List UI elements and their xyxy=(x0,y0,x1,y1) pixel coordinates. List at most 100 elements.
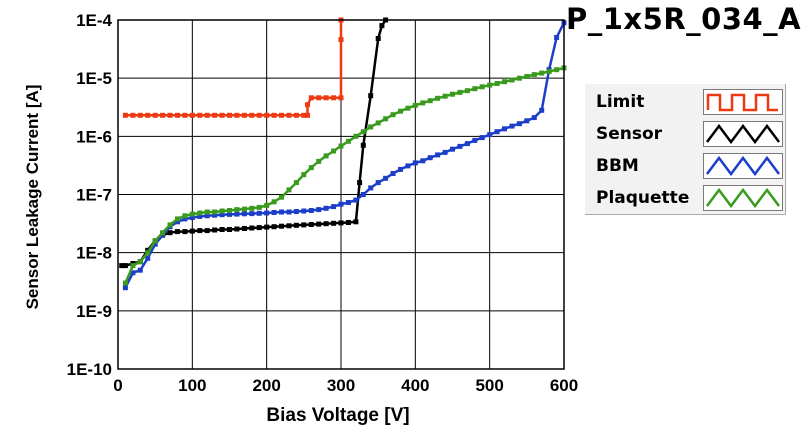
data-point-bbm xyxy=(197,213,203,219)
data-point-bbm xyxy=(383,175,389,181)
data-point-plaquette xyxy=(487,82,493,88)
data-point-plaquette xyxy=(353,133,359,139)
data-point-bbm xyxy=(130,270,136,276)
data-point-plaquette xyxy=(256,204,262,210)
plot-frame xyxy=(117,19,565,370)
data-point-limit xyxy=(241,112,247,118)
data-point-plaquette xyxy=(152,238,158,244)
data-point-sensor xyxy=(197,228,203,234)
x-tick-label: 400 xyxy=(401,376,429,395)
data-point-plaquette xyxy=(539,70,545,76)
data-point-plaquette xyxy=(509,77,515,83)
series-plaquette xyxy=(122,65,567,286)
data-point-plaquette xyxy=(554,67,560,73)
data-point-limit xyxy=(204,112,210,118)
data-point-plaquette xyxy=(479,84,485,90)
data-point-bbm xyxy=(137,267,143,273)
data-point-limit xyxy=(305,102,310,108)
data-point-limit xyxy=(249,112,255,118)
data-point-bbm xyxy=(308,208,314,213)
data-point-plaquette xyxy=(345,138,351,144)
data-point-plaquette xyxy=(212,209,218,215)
data-point-bbm xyxy=(442,149,448,155)
y-tick-labels: 1E-10 1E-9 1E-8 1E-7 1E-6 1E-5 1E-4 xyxy=(67,11,113,379)
series-limit xyxy=(122,17,344,118)
data-point-limit xyxy=(175,112,180,118)
series-bbm xyxy=(122,20,567,291)
data-point-sensor xyxy=(249,225,255,231)
data-point-plaquette xyxy=(204,209,210,215)
data-point-plaquette xyxy=(197,210,203,216)
x-tick-label: 100 xyxy=(178,376,206,395)
data-point-bbm xyxy=(368,185,374,191)
data-point-limit xyxy=(137,112,143,118)
data-point-plaquette xyxy=(241,206,247,212)
data-point-limit xyxy=(286,112,292,118)
data-point-plaquette xyxy=(316,158,322,164)
data-point-plaquette xyxy=(375,120,381,126)
data-point-limit xyxy=(197,112,203,118)
data-point-sensor xyxy=(357,180,363,186)
data-point-plaquette xyxy=(502,79,507,85)
data-point-bbm xyxy=(219,212,225,218)
data-point-bbm xyxy=(479,135,485,141)
data-point-plaquette xyxy=(308,165,314,171)
data-point-plaquette xyxy=(546,69,552,74)
data-point-limit xyxy=(271,112,277,118)
x-tick-label: 300 xyxy=(327,376,355,395)
x-tick-label: 200 xyxy=(252,376,280,395)
data-point-bbm xyxy=(398,166,403,172)
data-point-limit xyxy=(338,37,344,43)
legend-item-plaquette: Plaquette xyxy=(585,183,785,213)
data-point-plaquette xyxy=(398,108,403,114)
data-point-plaquette xyxy=(219,208,225,214)
data-point-plaquette xyxy=(122,280,128,286)
x-axis-label: Bias Voltage [V] xyxy=(266,405,409,426)
legend-label: Sensor xyxy=(596,124,663,144)
data-point-bbm xyxy=(457,143,463,149)
data-point-sensor xyxy=(167,230,173,236)
data-point-plaquette xyxy=(531,72,537,78)
data-point-sensor xyxy=(182,229,188,235)
y-tick-label: 1E-10 xyxy=(67,360,112,379)
data-point-limit xyxy=(331,95,337,101)
data-point-bbm xyxy=(509,123,515,129)
data-point-bbm xyxy=(234,211,240,217)
data-point-bbm xyxy=(212,212,218,218)
data-point-limit xyxy=(219,112,225,118)
x-tick-label: 0 xyxy=(113,376,122,395)
data-point-bbm xyxy=(145,255,151,261)
data-point-plaquette xyxy=(450,91,455,97)
data-point-bbm xyxy=(227,211,232,217)
data-point-sensor xyxy=(271,224,277,230)
triangle-wave-icon xyxy=(703,185,783,211)
data-point-bbm xyxy=(494,129,500,135)
data-point-plaquette xyxy=(249,205,255,211)
data-point-sensor xyxy=(338,220,344,226)
data-point-plaquette xyxy=(420,100,426,106)
data-point-bbm xyxy=(539,107,545,113)
data-point-plaquette xyxy=(412,102,418,108)
data-point-bbm xyxy=(271,210,277,215)
data-point-sensor xyxy=(219,227,225,232)
triangle-wave-icon xyxy=(703,153,783,179)
data-point-sensor xyxy=(331,220,337,226)
data-point-plaquette xyxy=(457,89,463,95)
data-point-limit xyxy=(338,95,344,101)
data-point-plaquette xyxy=(137,259,143,265)
data-point-limit xyxy=(293,112,299,118)
data-point-sensor xyxy=(119,263,125,269)
data-point-sensor xyxy=(345,220,351,225)
legend-item-sensor: Sensor xyxy=(585,119,785,149)
data-point-bbm xyxy=(427,155,433,161)
chart-title: P_1x5R_034_A xyxy=(566,2,802,36)
data-point-limit xyxy=(189,112,195,118)
data-point-bbm xyxy=(531,115,537,121)
data-point-limit xyxy=(122,112,128,118)
data-point-bbm xyxy=(405,163,411,169)
legend-label: BBM xyxy=(596,156,639,176)
data-point-bbm xyxy=(175,219,180,225)
data-point-plaquette xyxy=(234,207,240,213)
data-point-plaquette xyxy=(227,208,232,213)
